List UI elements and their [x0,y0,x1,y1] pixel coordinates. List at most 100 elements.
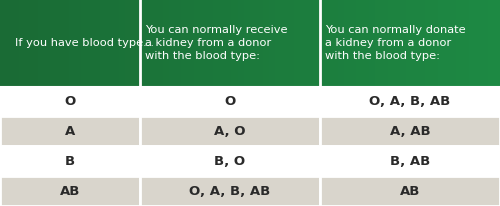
Bar [456,0,463,87]
Text: O, A, B, AB: O, A, B, AB [190,185,270,198]
Bar [140,116,320,146]
Bar [320,87,500,116]
Bar [0,116,140,146]
Bar [162,0,169,87]
Text: You can normally donate
a kidney from a donor
with the blood type:: You can normally donate a kidney from a … [325,26,466,61]
Bar [425,0,432,87]
Text: If you have blood type...: If you have blood type... [15,38,154,48]
Bar [38,0,44,87]
Text: B, AB: B, AB [390,155,430,168]
Bar [419,0,426,87]
Bar [0,0,7,87]
Text: A, AB: A, AB [390,125,430,138]
Bar [394,0,400,87]
Bar [319,0,326,87]
Text: O, A, B, AB: O, A, B, AB [370,95,450,108]
Bar [194,0,200,87]
Bar [369,0,376,87]
Bar [19,0,26,87]
Bar [140,87,320,116]
Bar [320,176,500,206]
Text: AB: AB [60,185,80,198]
Bar [119,0,126,87]
Bar [69,0,75,87]
Bar [462,0,469,87]
Bar [375,0,382,87]
Bar [325,0,332,87]
Bar [362,0,369,87]
Bar [412,0,419,87]
Bar [188,0,194,87]
Bar [475,0,482,87]
Bar [488,0,494,87]
Bar [269,0,276,87]
Bar [25,0,32,87]
Bar [275,0,282,87]
Bar [212,0,219,87]
Bar [106,0,113,87]
Bar [281,0,288,87]
Bar [320,146,500,176]
Bar [469,0,476,87]
Bar [406,0,413,87]
Text: A: A [65,125,75,138]
Bar [31,0,38,87]
Bar [140,146,320,176]
Text: B: B [65,155,75,168]
Bar [131,0,138,87]
Text: B, O: B, O [214,155,246,168]
Bar [156,0,163,87]
Bar [150,0,157,87]
Bar [56,0,63,87]
Bar [75,0,82,87]
Text: O: O [64,95,76,108]
Bar [238,0,244,87]
Bar [181,0,188,87]
Bar [382,0,388,87]
Bar [88,0,94,87]
Bar [356,0,363,87]
Bar [312,0,320,87]
Bar [288,0,294,87]
Bar [231,0,238,87]
Bar [94,0,100,87]
Bar [6,0,13,87]
Bar [388,0,394,87]
Bar [206,0,213,87]
Bar [175,0,182,87]
Bar [344,0,350,87]
Bar [481,0,488,87]
Bar [112,0,119,87]
Bar [300,0,307,87]
Bar [350,0,357,87]
Bar [306,0,313,87]
Bar [262,0,269,87]
Bar [438,0,444,87]
Bar [62,0,69,87]
Bar [138,0,144,87]
Bar [331,0,338,87]
Bar [50,0,57,87]
Bar [431,0,438,87]
Bar [144,0,150,87]
Text: You can normally receive
a kidney from a donor
with the blood type:: You can normally receive a kidney from a… [145,26,288,61]
Bar [140,176,320,206]
Bar [400,0,407,87]
Bar [12,0,20,87]
Bar [81,0,88,87]
Text: A, O: A, O [214,125,246,138]
Bar [0,176,140,206]
Bar [494,0,500,87]
Bar [219,0,226,87]
Bar [200,0,207,87]
Bar [125,0,132,87]
Bar [169,0,175,87]
Bar [444,0,450,87]
Text: O: O [224,95,235,108]
Bar [44,0,51,87]
Bar [450,0,457,87]
Bar [294,0,300,87]
Bar [256,0,263,87]
Bar [0,146,140,176]
Bar [338,0,344,87]
